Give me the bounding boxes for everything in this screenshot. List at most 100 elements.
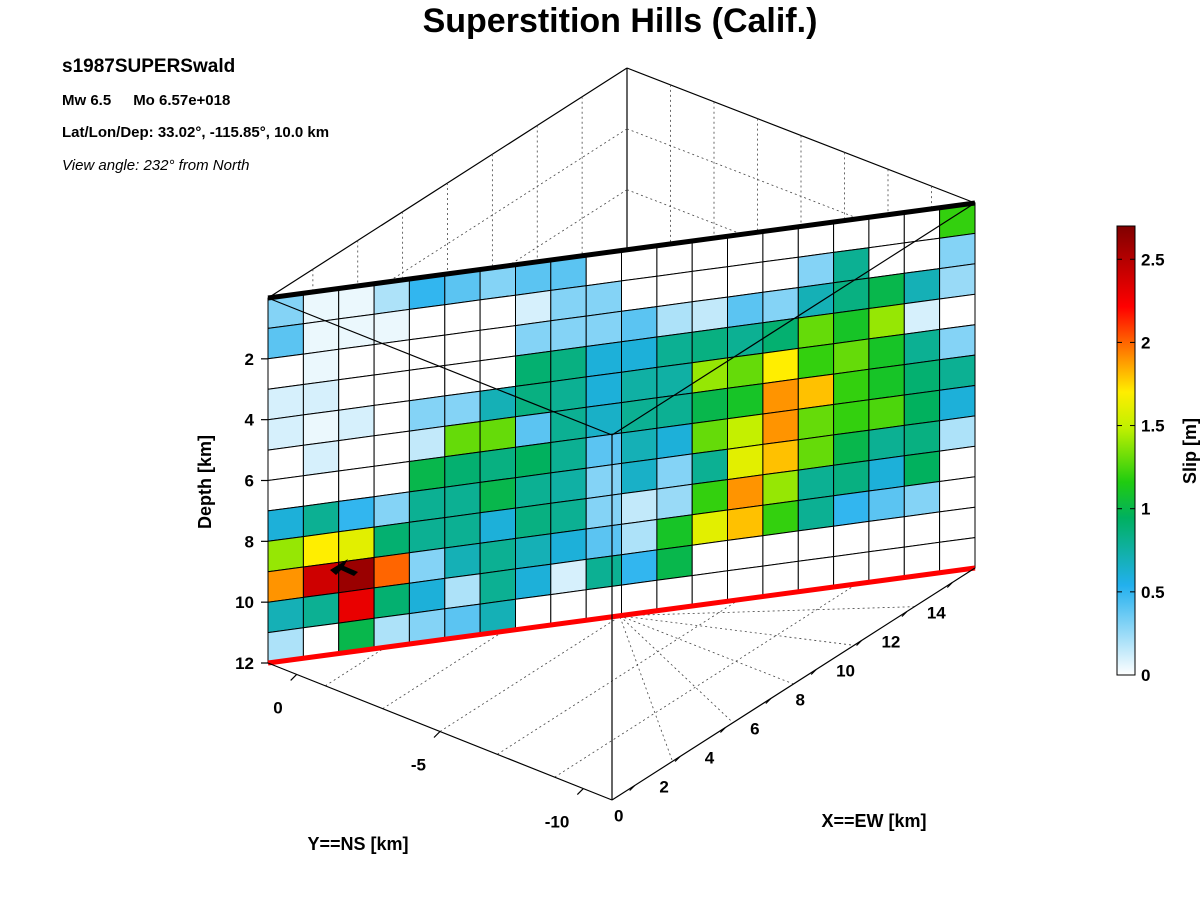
slip-cell <box>762 530 799 567</box>
slip-cell <box>762 469 799 506</box>
slip-cell <box>797 343 835 380</box>
y-tick <box>576 788 584 796</box>
slip-cell <box>691 479 728 516</box>
slip-cell <box>479 446 516 483</box>
fault-bottom-trace <box>267 565 976 666</box>
magnitude-line: Mw 6.5 Mo 6.57e+018 <box>62 92 230 109</box>
slip-cell <box>373 430 410 467</box>
slip-cell <box>868 333 905 370</box>
slip-cell <box>515 320 552 357</box>
slip-cell <box>338 404 375 442</box>
slip-cell <box>656 544 693 581</box>
slip-cell <box>267 383 304 421</box>
slip-cell <box>691 418 728 455</box>
slip-cell <box>585 341 622 378</box>
depth-tick-label: 10 <box>235 593 254 612</box>
chart-title: Superstition Hills (Calif.) <box>422 2 818 40</box>
slip-cell <box>833 520 870 558</box>
slip-cell <box>515 350 552 387</box>
slip-cell <box>444 360 481 397</box>
x-tick <box>810 669 817 675</box>
colorbar-gradient <box>1116 225 1136 676</box>
slip-cell <box>621 336 658 373</box>
slip-cell <box>656 514 693 551</box>
depth-tick-label: 4 <box>245 411 255 430</box>
x-tick-label: 4 <box>705 749 715 768</box>
colorbar-tick-label: 0.5 <box>1141 583 1165 602</box>
slip-cell <box>550 498 587 535</box>
slip-cell <box>338 435 375 472</box>
slip-cell <box>550 437 587 474</box>
slip-cell <box>373 491 410 528</box>
slip-cell <box>267 414 304 451</box>
slip-cell <box>515 563 552 600</box>
slip-cell <box>515 533 552 570</box>
slip-cell <box>727 443 764 481</box>
slip-cell <box>762 408 799 445</box>
slip-cell <box>479 477 516 514</box>
slip-cell <box>939 506 976 543</box>
slip-cell <box>515 411 552 448</box>
y-axis-label: Y==NS [km] <box>307 834 408 854</box>
colorbar-tick-label: 1.5 <box>1141 417 1165 436</box>
slip-cell <box>585 280 622 317</box>
slip-cell <box>585 432 622 469</box>
hypocenter-marker <box>330 559 358 576</box>
slip-cell <box>797 403 835 441</box>
slip-cell <box>868 485 905 522</box>
slip-cell <box>903 359 941 396</box>
x-tick <box>946 582 953 588</box>
slip-cell <box>868 364 905 401</box>
slip-cell <box>373 582 410 619</box>
x-tick <box>901 611 908 617</box>
slip-cell <box>691 266 728 303</box>
seismic-moment: Mo 6.57e+018 <box>133 92 231 109</box>
slip-fault-plane <box>267 200 976 666</box>
slip-cell <box>691 296 728 333</box>
slip-cell <box>939 232 976 270</box>
slip-cell <box>302 500 340 538</box>
depth-tick-label: 8 <box>245 532 254 551</box>
slip-cell <box>444 299 481 336</box>
slip-cell <box>762 439 799 476</box>
slip-cell <box>479 325 516 362</box>
x-tick <box>720 727 726 733</box>
slip-cell <box>833 429 870 466</box>
slip-cell <box>585 493 622 530</box>
slip-cell <box>373 460 410 498</box>
slip-cell <box>550 376 587 413</box>
y-tick-label: 0 <box>273 698 282 717</box>
slip-cell <box>762 347 799 385</box>
depth-tick-label: 12 <box>235 654 254 673</box>
slip-cell <box>797 495 835 532</box>
slip-cell <box>444 390 481 427</box>
slip-cell <box>868 303 905 340</box>
slip-cell <box>408 364 446 402</box>
hypocenter-location: Lat/Lon/Dep: 33.02°, -115.85°, 10.0 km <box>62 124 330 141</box>
slip-cell <box>656 270 693 308</box>
slip-cell <box>939 445 976 483</box>
slip-cell <box>338 313 375 350</box>
slip-cell <box>479 294 516 331</box>
slip-cell <box>302 348 340 386</box>
slip-cell <box>797 525 835 562</box>
slip-cell <box>373 369 410 406</box>
magnitude: Mw 6.5 <box>62 92 112 109</box>
colorbar-label: Slip [m] <box>1180 418 1200 484</box>
slip-cell <box>656 362 693 399</box>
box-edge <box>611 567 976 801</box>
slip-cell <box>727 383 764 420</box>
depth-tick-label: 6 <box>245 472 254 491</box>
slip-cell <box>833 368 870 406</box>
slip-cell <box>939 354 976 391</box>
slip-cell <box>408 486 446 523</box>
slip-cell <box>903 450 941 487</box>
slip-cell <box>479 385 516 423</box>
fault-top-edge <box>267 200 976 301</box>
y-tick-label: -10 <box>545 813 570 832</box>
slip-cell <box>727 535 764 572</box>
slip-cell <box>691 326 728 364</box>
slip-cell <box>338 374 375 411</box>
slip-cell <box>621 366 658 404</box>
slip-cell <box>515 441 552 479</box>
